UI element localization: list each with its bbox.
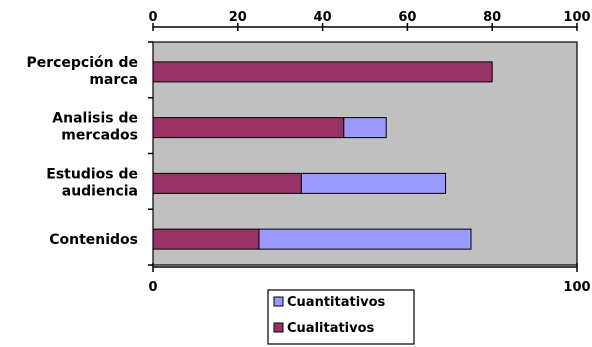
category-label-line: Estudios de [46, 166, 138, 182]
bottom-tick-label: 0 [148, 280, 157, 295]
bar-cuantitativos [300, 172, 447, 194]
category-label-line: Percepción de [26, 55, 138, 71]
top-tick-label: 40 [314, 10, 332, 25]
bar-cuantitativos [258, 228, 472, 250]
bottom-tick-label: 100 [563, 280, 590, 295]
category-label-line: Contenidos [49, 232, 138, 248]
legend-swatch [273, 296, 284, 307]
category-label: Percepción de marca [26, 55, 138, 88]
top-tick-label: 60 [398, 10, 416, 25]
category-label: Contenidos [49, 232, 138, 248]
legend-swatch [273, 322, 284, 333]
category-label-line: audiencia [62, 183, 138, 199]
top-tick-label: 100 [563, 10, 590, 25]
bar-cualitativos [152, 117, 345, 139]
category-label-line: marca [89, 72, 138, 88]
top-tick-label: 0 [148, 10, 157, 25]
bar-cualitativos [152, 172, 302, 194]
bar-cualitativos [152, 228, 260, 250]
legend-label: Cuantitativos [287, 295, 386, 310]
top-tick-label: 80 [483, 10, 501, 25]
bar-cuantitativos [343, 117, 387, 139]
category-label: Analisis de mercados [52, 111, 138, 144]
category-label-line: Analisis de [52, 111, 138, 127]
top-tick-label: 20 [229, 10, 247, 25]
legend-box [267, 289, 415, 345]
category-label: Estudios de audiencia [46, 166, 138, 199]
bar-cualitativos [152, 61, 493, 83]
legend-label: Cualitativos [287, 321, 375, 336]
category-label-line: mercados [61, 128, 138, 144]
